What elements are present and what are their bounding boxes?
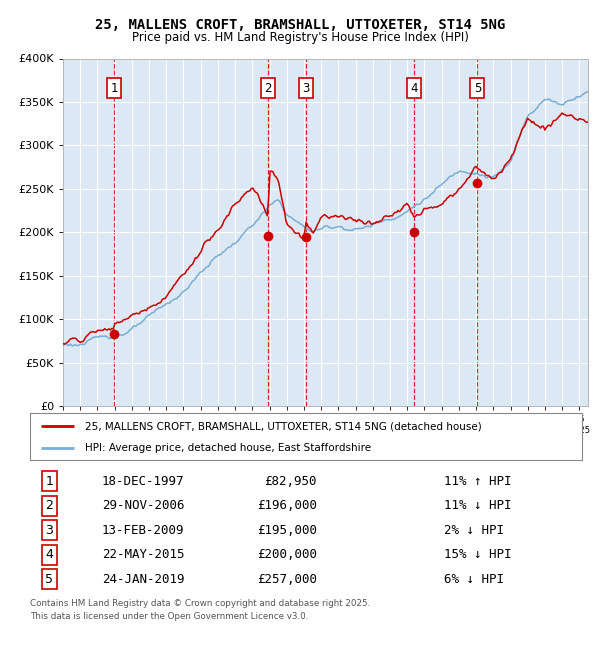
Text: £200,000: £200,000 — [257, 549, 317, 562]
Text: £196,000: £196,000 — [257, 499, 317, 512]
Text: 2: 2 — [264, 81, 272, 94]
Text: 4: 4 — [46, 549, 53, 562]
Text: 25, MALLENS CROFT, BRAMSHALL, UTTOXETER, ST14 5NG (detached house): 25, MALLENS CROFT, BRAMSHALL, UTTOXETER,… — [85, 421, 482, 431]
Text: 3: 3 — [46, 524, 53, 537]
Text: 3: 3 — [302, 81, 310, 94]
Text: 4: 4 — [410, 81, 418, 94]
Text: 2: 2 — [46, 499, 53, 512]
Text: £195,000: £195,000 — [257, 524, 317, 537]
Text: 6% ↓ HPI: 6% ↓ HPI — [444, 573, 504, 586]
Text: 11% ↓ HPI: 11% ↓ HPI — [444, 499, 511, 512]
Text: 11% ↑ HPI: 11% ↑ HPI — [444, 475, 511, 488]
Text: £257,000: £257,000 — [257, 573, 317, 586]
Text: Price paid vs. HM Land Registry's House Price Index (HPI): Price paid vs. HM Land Registry's House … — [131, 31, 469, 44]
Text: 2% ↓ HPI: 2% ↓ HPI — [444, 524, 504, 537]
Text: Contains HM Land Registry data © Crown copyright and database right 2025.
This d: Contains HM Land Registry data © Crown c… — [30, 599, 370, 621]
Text: 5: 5 — [46, 573, 53, 586]
Text: 5: 5 — [473, 81, 481, 94]
Text: 18-DEC-1997: 18-DEC-1997 — [102, 475, 184, 488]
Text: HPI: Average price, detached house, East Staffordshire: HPI: Average price, detached house, East… — [85, 443, 371, 452]
Text: 22-MAY-2015: 22-MAY-2015 — [102, 549, 184, 562]
Text: £82,950: £82,950 — [265, 475, 317, 488]
Text: 25, MALLENS CROFT, BRAMSHALL, UTTOXETER, ST14 5NG: 25, MALLENS CROFT, BRAMSHALL, UTTOXETER,… — [95, 18, 505, 32]
Text: 24-JAN-2019: 24-JAN-2019 — [102, 573, 184, 586]
Text: 1: 1 — [46, 475, 53, 488]
Text: 29-NOV-2006: 29-NOV-2006 — [102, 499, 184, 512]
Text: 13-FEB-2009: 13-FEB-2009 — [102, 524, 184, 537]
Text: 15% ↓ HPI: 15% ↓ HPI — [444, 549, 511, 562]
Text: 1: 1 — [110, 81, 118, 94]
